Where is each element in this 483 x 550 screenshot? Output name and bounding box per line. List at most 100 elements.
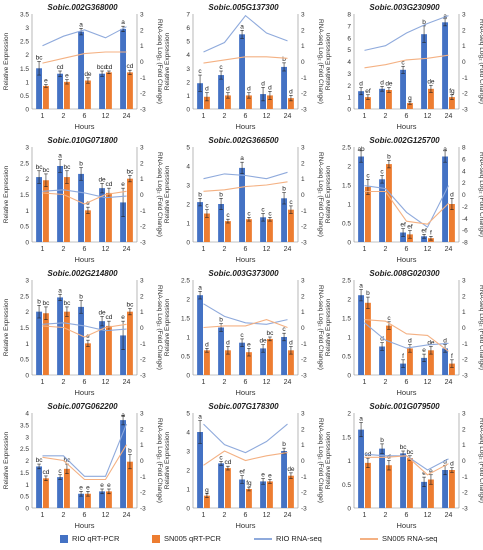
y2-axis-title: RNA-seq Log₂ (Fold Change) [478,152,483,237]
significance-label: bc [64,457,72,464]
x-axis-title: Hours [235,122,255,131]
significance-label: de [427,78,435,85]
bar-sn005 [365,302,371,375]
significance-label: de [98,176,106,183]
x-tick-label: 2 [384,379,388,386]
y-tick-label: 2 [25,309,29,316]
bar-rio [36,466,42,508]
bar-sn005 [246,95,252,109]
y-tick-label: 1 [347,95,351,102]
y2-tick-label: 0 [301,325,305,332]
bar-rio [281,337,287,375]
x-tick-label: 1 [202,512,206,519]
y2-tick-label: -1 [301,75,307,82]
line-sn005-rnaseq [203,181,288,192]
chart-title: Sobic.008G020300 [369,269,440,278]
significance-label: e [100,482,104,489]
bar-sn005 [407,348,413,375]
x-axis-title: Hours [235,388,255,397]
y-tick-label: 3 [25,145,29,152]
chart-title: Sobic.003G373000 [208,269,279,278]
line-rio-rnaseq [364,453,449,471]
chart-title: Sobic.003G230900 [369,3,440,12]
significance-label: cd [106,181,113,188]
bar-sn005 [64,81,70,109]
y-tick-label: 1.5 [342,183,351,190]
significance-label: cd [106,64,113,71]
y-tick-label: 4 [347,59,351,66]
bar-sn005 [407,458,413,508]
y-tick-label: 0 [25,506,29,513]
y-tick-label: 3 [186,183,190,190]
bar-sn005 [288,209,294,242]
line-rio-rnaseq [364,15,449,51]
significance-label: a [443,146,447,153]
significance-label: cd [127,63,134,70]
bar-rio [36,68,42,109]
y-axis-title: Relative Expression [325,431,332,489]
line-rio-rnaseq [203,303,288,325]
y2-tick-label: -4 [462,216,468,223]
chart-panel-6: Sobic.002G12570000.511.522.5-8-6-4-20246… [325,136,483,264]
bar-rio [99,491,105,508]
bar-rio [78,306,84,375]
y-tick-label: 0 [186,506,190,513]
bar-rio [120,335,126,375]
significance-label: bc [64,300,72,307]
significance-label: e [268,473,272,480]
bar-rio [78,31,84,110]
significance-label: bc [127,169,135,176]
x-tick-label: 24 [123,379,131,386]
significance-label: bc [400,444,408,451]
significance-label: d [380,336,384,343]
bar-rio [239,34,245,109]
y-tick-label: 0 [347,373,351,380]
significance-label: g [205,487,209,494]
significance-label: bc [36,55,44,62]
bar-rio [281,198,287,242]
significance-label: c [282,326,286,333]
significance-label: b [422,19,426,26]
bar-sn005 [267,481,273,508]
y-tick-label: 0.5 [342,221,351,228]
y2-tick-label: 1 [140,309,144,316]
y2-tick-label: 3 [301,411,305,418]
line-sn005-rnaseq [364,455,449,476]
line-sn005-rnaseq [42,51,127,64]
significance-label: b [282,56,286,63]
y-tick-label: 1 [347,202,351,209]
x-axis-title: Hours [74,521,94,530]
significance-label: bcd [97,64,108,71]
x-tick-label: 2 [62,379,66,386]
line-rio-rnaseq [364,185,449,229]
y2-tick-label: 3 [301,12,305,19]
chart-panel-4: Sobic.010G07180000.511.522.53-3-2-10123R… [3,136,163,264]
y-tick-label: 5 [186,411,190,418]
y-axis-title: Relative Expression [3,431,10,489]
bar-rio [442,22,448,109]
significance-label: ef [400,222,406,229]
x-tick-label: 1 [41,246,45,253]
x-tick-label: 24 [123,113,131,120]
bar-rio [260,481,266,508]
y2-tick-label: 2 [462,426,466,433]
significance-label: e [422,347,426,354]
bar-sn005 [386,465,392,508]
y2-tick-label: 2 [301,293,305,300]
significance-label: fg [246,480,252,487]
y-tick-label: 0 [186,107,190,114]
y2-tick-label: 2 [140,426,144,433]
y2-tick-label: 0 [301,59,305,66]
bar-rio [379,88,385,109]
chart-panel-7: Sobic.002G21480000.511.522.53-3-2-10123R… [3,269,163,397]
bar-rio [99,321,105,375]
y-tick-label: 2.5 [20,293,29,300]
significance-label: e [79,484,83,491]
significance-label: bc [36,457,44,464]
y2-tick-label: -3 [301,506,307,513]
y2-tick-label: 1 [140,43,144,50]
bar-rio [358,156,364,242]
significance-label: c [261,207,265,214]
x-tick-label: 6 [244,379,248,386]
y2-tick-label: -2 [301,91,307,98]
